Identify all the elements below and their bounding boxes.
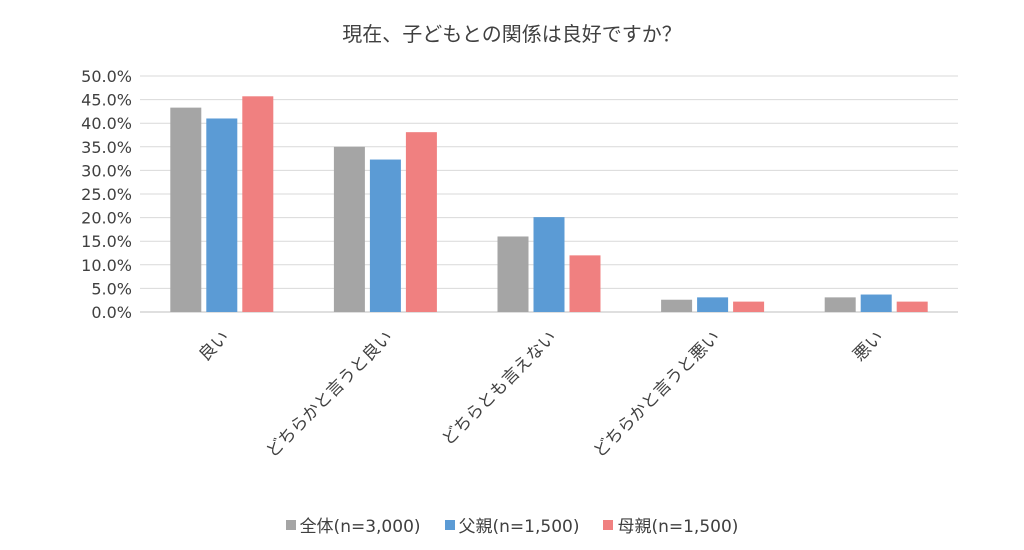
legend-item: 母親(n=1,500) [603, 512, 738, 537]
bar [242, 96, 274, 313]
bar [569, 255, 601, 312]
y-tick-label: 35.0% [81, 138, 132, 157]
x-category-label: どちらとも言えない [438, 327, 560, 449]
x-category-label: どちらかと言うと悪い [590, 327, 724, 461]
bar [733, 301, 765, 312]
bar [860, 294, 892, 312]
x-category-label: どちらかと言うと良い [263, 327, 397, 461]
legend-label: 母親(n=1,500) [617, 517, 739, 537]
chart-legend: 全体(n=3,000) 父親(n=1,500) 母親(n=1,500) [0, 512, 1024, 537]
bar [369, 159, 401, 312]
legend-item: 父親(n=1,500) [444, 512, 580, 537]
x-category-label: 良い [195, 327, 233, 365]
y-tick-label: 20.0% [81, 209, 132, 228]
legend-swatch [603, 519, 614, 530]
bar [661, 299, 693, 312]
bar [497, 236, 529, 312]
y-tick-label: 50.0% [81, 67, 132, 86]
bar [405, 132, 437, 312]
y-tick-label: 40.0% [81, 114, 132, 133]
bar [533, 217, 565, 312]
legend-label: 父親(n=1,500) [458, 517, 580, 537]
legend-item: 全体(n=3,000) [285, 512, 421, 537]
y-tick-label: 0.0% [91, 303, 132, 322]
y-tick-label: 10.0% [81, 256, 132, 275]
y-tick-label: 25.0% [81, 185, 132, 204]
bar [333, 146, 365, 312]
x-category-label: 悪い [850, 327, 888, 365]
bar [170, 107, 202, 313]
bar [824, 297, 856, 312]
y-tick-label: 5.0% [91, 279, 132, 298]
bar [896, 301, 928, 312]
chart-title: 現在、子どもとの関係は良好ですか？ [342, 22, 682, 46]
y-tick-label: 15.0% [81, 232, 132, 251]
legend-label: 全体(n=3,000) [299, 517, 421, 537]
y-tick-label: 30.0% [81, 161, 132, 180]
y-tick-label: 45.0% [81, 91, 132, 110]
bar [206, 118, 238, 312]
legend-swatch [444, 519, 455, 530]
legend-swatch [285, 519, 296, 530]
bar [697, 297, 729, 312]
